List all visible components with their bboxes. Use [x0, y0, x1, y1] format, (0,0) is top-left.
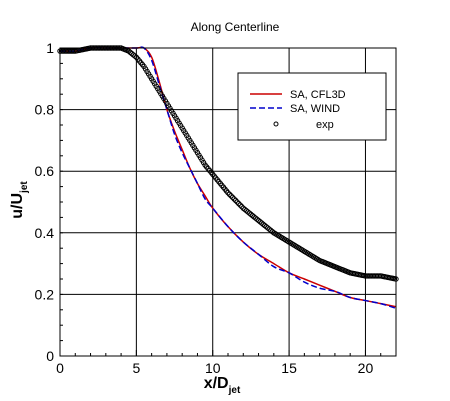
y-axis-label-sub: jet: [19, 181, 30, 194]
x-tick-label: 10: [205, 360, 221, 376]
chart-title: Along Centerline: [191, 20, 280, 34]
y-axis-label-main: u/U: [9, 193, 26, 219]
x-tick-label: 0: [56, 360, 64, 376]
x-axis-label-main: x/D: [204, 375, 229, 392]
y-axis-label: u/Ujet: [9, 181, 30, 219]
data-point-exp: [225, 190, 231, 196]
y-tick-label: 1: [46, 40, 54, 56]
data-point-exp: [232, 197, 239, 204]
x-tick-label: 15: [281, 360, 297, 376]
legend-box: [237, 72, 387, 141]
data-point-exp: [231, 196, 237, 202]
data-series: [57, 45, 399, 309]
data-point-exp: [228, 193, 234, 199]
legend-label-exp: exp: [316, 119, 334, 131]
data-point-exp: [234, 199, 240, 205]
y-tick-label: 0.2: [35, 286, 55, 302]
x-tick-label: 20: [358, 360, 374, 376]
legend-swatch-exp: [273, 121, 279, 127]
data-point-exp: [226, 191, 233, 198]
data-point-exp: [235, 200, 242, 207]
y-tick-label: 0: [46, 348, 54, 364]
x-axis-label: x/Djet: [204, 375, 241, 396]
axis-ticks: 0 5 10 15 20 0 0.2 0.4 0.6 0.8 1: [35, 40, 382, 376]
data-point-exp: [237, 202, 243, 208]
series-exp: [57, 45, 399, 282]
y-tick-label: 0.6: [35, 163, 55, 179]
legend-label-sa-cfl3d: SA, CFL3D: [290, 89, 346, 101]
y-tick-label: 0.8: [35, 102, 55, 118]
legend-label-sa-wind: SA, WIND: [290, 103, 340, 115]
x-axis-label-sub: jet: [228, 385, 241, 396]
x-tick-label: 5: [132, 360, 140, 376]
legend: SA, CFL3D SA, WIND exp: [237, 72, 387, 141]
data-point-exp: [229, 194, 236, 201]
y-tick-label: 0.4: [35, 225, 55, 241]
data-point-exp: [239, 203, 245, 210]
